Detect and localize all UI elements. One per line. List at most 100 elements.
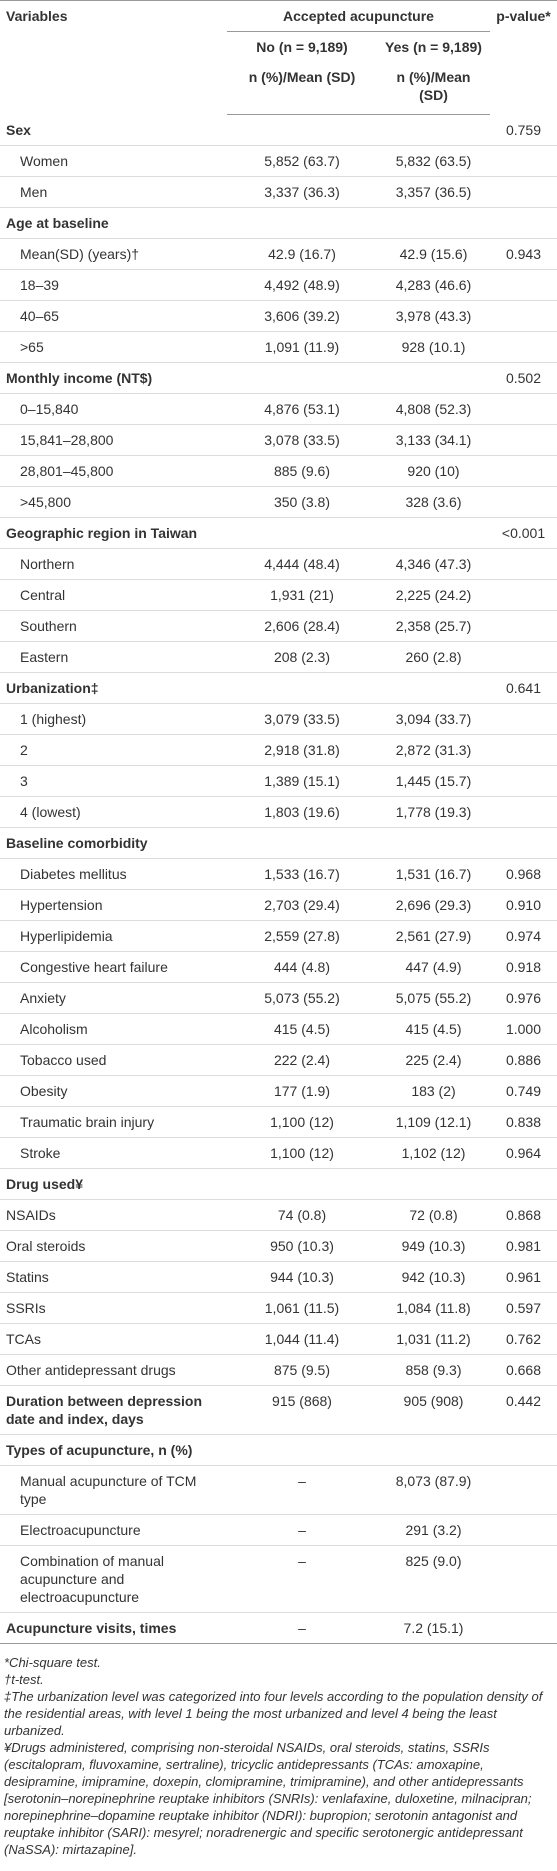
p-value: 0.943 — [490, 238, 557, 270]
table-row: Manual acupuncture of TCM type –8,073 (87… — [0, 1465, 557, 1515]
table-body: Sex 0.759 Women 5,852 (63.7) 5,832 (63.5) Men… — [0, 114, 557, 1644]
row-label: Men — [0, 176, 227, 208]
row-label: Congestive heart failure — [0, 951, 227, 983]
p-value: 0.749 — [490, 1075, 557, 1107]
no-value: 2,703 (29.4) — [227, 889, 377, 921]
yes-value: 415 (4.5) — [377, 1013, 490, 1045]
no-value: – — [227, 1545, 377, 1613]
p-value — [490, 269, 557, 301]
p-value — [490, 641, 557, 673]
header-no: No (n = 9,189) — [256, 39, 348, 55]
row-label: Sex — [0, 114, 227, 146]
p-value: 0.868 — [490, 1199, 557, 1231]
no-value: 4,876 (53.1) — [227, 393, 377, 425]
table-row: Alcoholism 415 (4.5) 415 (4.5) 1.000 — [0, 1013, 557, 1045]
p-value: 0.442 — [490, 1385, 557, 1435]
no-value: 1,100 (12) — [227, 1106, 377, 1138]
yes-value: 4,283 (46.6) — [377, 269, 490, 301]
yes-value: 1,445 (15.7) — [377, 765, 490, 797]
table-row: Diabetes mellitus 1,533 (16.7) 1,531 (16.7… — [0, 858, 557, 890]
yes-value: 72 (0.8) — [377, 1199, 490, 1231]
p-value — [490, 765, 557, 797]
table-head: Variables Accepted acupuncture p-value* … — [0, 0, 557, 115]
table-row: Traumatic brain injury 1,100 (12) 1,109 (1… — [0, 1106, 557, 1138]
yes-value: 5,832 (63.5) — [377, 145, 490, 177]
yes-value: 2,561 (27.9) — [377, 920, 490, 952]
header-yes: Yes (n = 9,189) — [385, 39, 482, 55]
yes-value: 942 (10.3) — [377, 1261, 490, 1293]
row-label: Acupuncture visits, times — [0, 1612, 227, 1644]
p-value — [490, 1612, 557, 1644]
yes-value: 183 (2) — [377, 1075, 490, 1107]
yes-value: 3,094 (33.7) — [377, 703, 490, 735]
table-row: Congestive heart failure 444 (4.8) 447 (4.… — [0, 951, 557, 983]
table-row: Hypertension 2,703 (29.4) 2,696 (29.3) 0.91… — [0, 889, 557, 921]
row-label: Tobacco used — [0, 1044, 227, 1076]
yes-value: 3,978 (43.3) — [377, 300, 490, 332]
table-row: Acupuncture visits, times –7.2 (15.1) — [0, 1612, 557, 1644]
table-row: Men 3,337 (36.3) 3,357 (36.5) — [0, 176, 557, 208]
row-label: Monthly income (NT$) — [0, 362, 227, 394]
table-row: TCAs 1,044 (11.4) 1,031 (11.2) 0.762 — [0, 1323, 557, 1355]
p-value: 0.886 — [490, 1044, 557, 1076]
row-label: Electroacupuncture — [0, 1514, 227, 1546]
p-value — [490, 424, 557, 456]
p-value — [490, 796, 557, 828]
row-label: Northern — [0, 548, 227, 580]
no-value: 1,389 (15.1) — [227, 765, 377, 797]
row-label: Diabetes mellitus — [0, 858, 227, 890]
p-value: 0.910 — [490, 889, 557, 921]
table-row: 15,841–28,800 3,078 (33.5) 3,133 (34.1) — [0, 424, 557, 456]
yes-value: 2,872 (31.3) — [377, 734, 490, 766]
yes-value: 1,031 (11.2) — [377, 1323, 490, 1355]
row-label: SSRIs — [0, 1292, 227, 1324]
table-row: Stroke 1,100 (12) 1,102 (12) 0.964 — [0, 1137, 557, 1169]
row-label: 0–15,840 — [0, 393, 227, 425]
table-row: Types of acupuncture, n (%) — [0, 1434, 557, 1466]
row-label: Hypertension — [0, 889, 227, 921]
table-row: Southern 2,606 (28.4) 2,358 (25.7) — [0, 610, 557, 642]
row-label: 28,801–45,800 — [0, 455, 227, 487]
p-value: 0.976 — [490, 982, 557, 1014]
no-value: 4,444 (48.4) — [227, 548, 377, 580]
footnote: ‡The urbanization level was categorized … — [4, 1688, 543, 1738]
p-value — [490, 734, 557, 766]
yes-value: 858 (9.3) — [377, 1354, 490, 1386]
yes-value: 920 (10) — [377, 455, 490, 487]
table-row: Central 1,931 (21) 2,225 (24.2) — [0, 579, 557, 611]
yes-value: 1,084 (11.8) — [377, 1292, 490, 1324]
row-label: >45,800 — [0, 486, 227, 518]
row-label: Age at baseline — [0, 207, 227, 239]
no-value: 2,559 (27.8) — [227, 920, 377, 952]
data-table: Variables Accepted acupuncture p-value* … — [0, 0, 557, 1644]
yes-value: 1,102 (12) — [377, 1137, 490, 1169]
table-row: Combination of manual acupuncture and el… — [0, 1545, 557, 1613]
no-value: 2,918 (31.8) — [227, 734, 377, 766]
no-value: 2,606 (28.4) — [227, 610, 377, 642]
p-value: 1.000 — [490, 1013, 557, 1045]
yes-value: 4,808 (52.3) — [377, 393, 490, 425]
header-row: No (n = 9,189) Yes (n = 9,189) — [0, 32, 557, 63]
p-value — [490, 300, 557, 332]
table-row: 2 2,918 (31.8) 2,872 (31.3) — [0, 734, 557, 766]
yes-value — [377, 207, 490, 239]
header-p-value: p-value* — [490, 0, 557, 115]
footnotes: *Chi-square test. †t-test. ‡The urbanizati… — [0, 1644, 557, 1858]
yes-value: 4,346 (47.3) — [377, 548, 490, 580]
no-value: 4,492 (48.9) — [227, 269, 377, 301]
row-label: Statins — [0, 1261, 227, 1293]
p-value: 0.597 — [490, 1292, 557, 1324]
yes-value — [377, 672, 490, 704]
yes-value: 328 (3.6) — [377, 486, 490, 518]
table-row: Obesity 177 (1.9) 183 (2) 0.749 — [0, 1075, 557, 1107]
yes-value — [377, 517, 490, 549]
header-unit: n (%)/Mean (SD) — [227, 62, 377, 115]
footnote: *Chi-square test. — [4, 1654, 101, 1670]
row-label: Urbanization‡ — [0, 672, 227, 704]
table-row: Oral steroids 950 (10.3) 949 (10.3) 0.981 — [0, 1230, 557, 1262]
table-row: Urbanization‡ 0.641 — [0, 672, 557, 704]
yes-value — [377, 1168, 490, 1200]
row-label: Women — [0, 145, 227, 177]
yes-value: 3,133 (34.1) — [377, 424, 490, 456]
header-group: Accepted acupuncture — [227, 0, 490, 32]
